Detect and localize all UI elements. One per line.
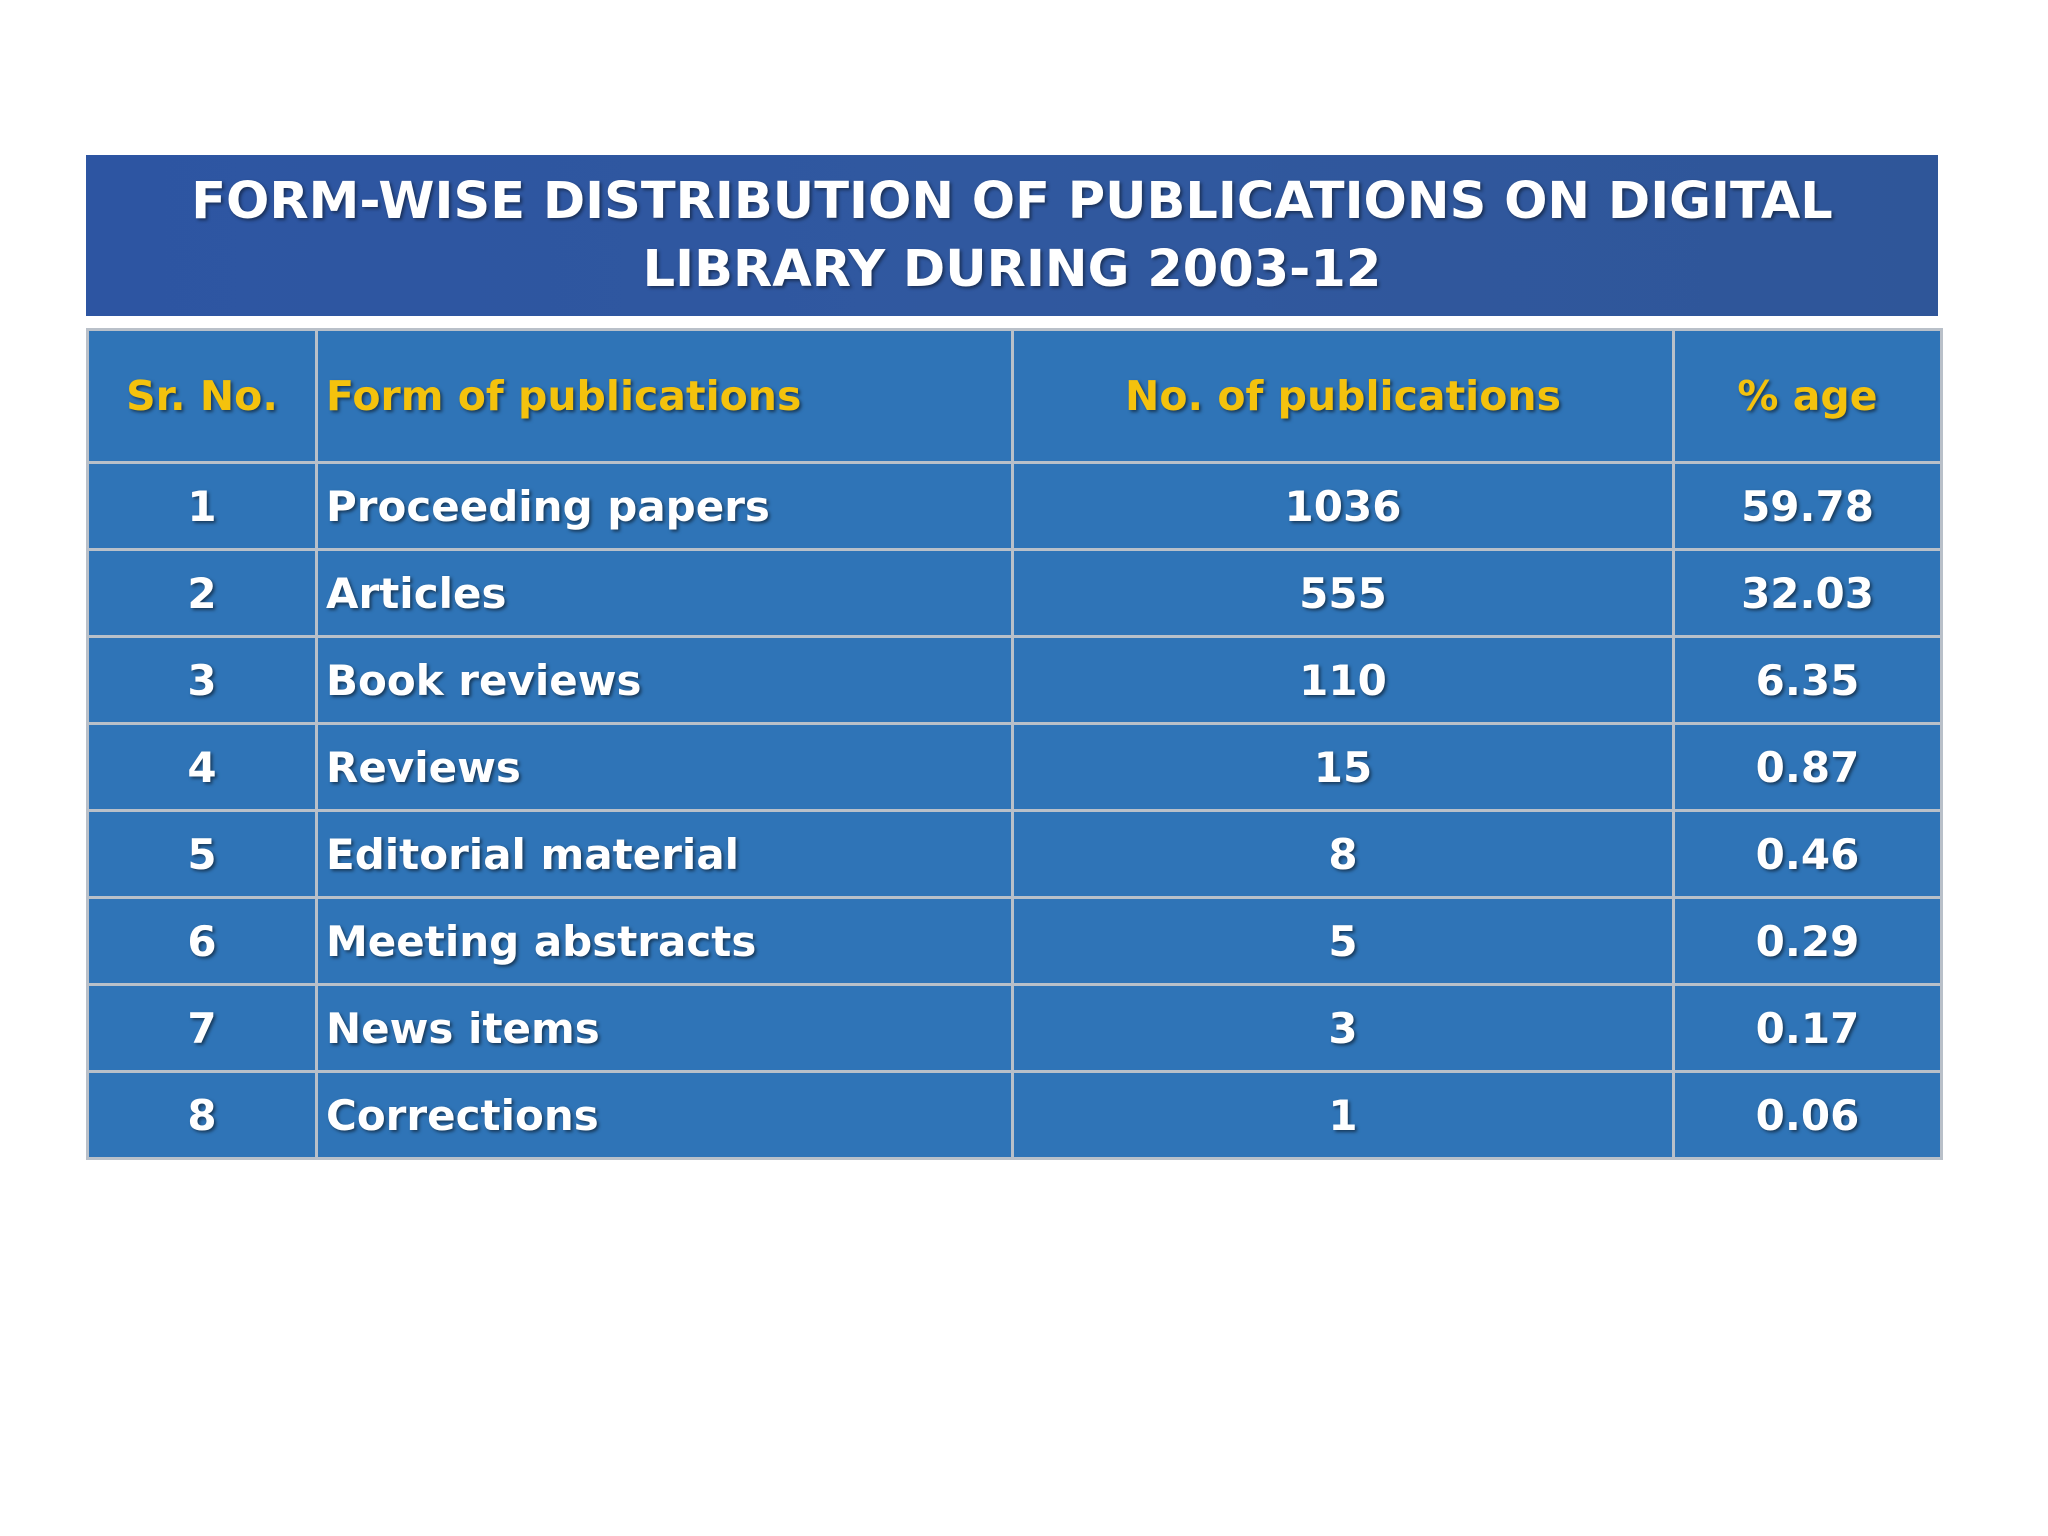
cell-percentage: 0.87 <box>1672 722 1943 812</box>
title-banner: FORM-WISE DISTRIBUTION OF PUBLICATIONS O… <box>86 155 1938 316</box>
table-row: 1 Proceeding papers 1036 59.78 <box>86 461 1943 551</box>
table-header-row: Sr. No. Form of publications No. of publ… <box>86 328 1943 464</box>
cell-form: Articles <box>315 548 1014 638</box>
table-row: 2 Articles 555 32.03 <box>86 548 1943 638</box>
cell-sr-no: 1 <box>86 461 318 551</box>
table-row: 5 Editorial material 8 0.46 <box>86 809 1943 899</box>
table-row: 4 Reviews 15 0.87 <box>86 722 1943 812</box>
cell-percentage: 0.29 <box>1672 896 1943 986</box>
cell-form: Corrections <box>315 1070 1014 1160</box>
cell-sr-no: 3 <box>86 635 318 725</box>
cell-count: 1 <box>1011 1070 1675 1160</box>
table-row: 7 News items 3 0.17 <box>86 983 1943 1073</box>
cell-form: Editorial material <box>315 809 1014 899</box>
cell-percentage: 6.35 <box>1672 635 1943 725</box>
header-sr-no: Sr. No. <box>86 328 318 464</box>
header-no-of-publications: No. of publications <box>1011 328 1675 464</box>
header-percentage: % age <box>1672 328 1943 464</box>
table-row: 8 Corrections 1 0.06 <box>86 1070 1943 1160</box>
cell-percentage: 32.03 <box>1672 548 1943 638</box>
cell-count: 8 <box>1011 809 1675 899</box>
cell-percentage: 0.17 <box>1672 983 1943 1073</box>
cell-sr-no: 7 <box>86 983 318 1073</box>
cell-sr-no: 4 <box>86 722 318 812</box>
cell-percentage: 0.46 <box>1672 809 1943 899</box>
cell-count: 15 <box>1011 722 1675 812</box>
cell-form: Book reviews <box>315 635 1014 725</box>
cell-count: 110 <box>1011 635 1675 725</box>
publications-table: Sr. No. Form of publications No. of publ… <box>86 328 1943 1160</box>
cell-percentage: 0.06 <box>1672 1070 1943 1160</box>
table-row: 6 Meeting abstracts 5 0.29 <box>86 896 1943 986</box>
cell-count: 5 <box>1011 896 1675 986</box>
cell-count: 1036 <box>1011 461 1675 551</box>
cell-form: Meeting abstracts <box>315 896 1014 986</box>
cell-sr-no: 5 <box>86 809 318 899</box>
cell-count: 3 <box>1011 983 1675 1073</box>
cell-form: News items <box>315 983 1014 1073</box>
table-row: 3 Book reviews 110 6.35 <box>86 635 1943 725</box>
cell-form: Reviews <box>315 722 1014 812</box>
cell-form: Proceeding papers <box>315 461 1014 551</box>
cell-percentage: 59.78 <box>1672 461 1943 551</box>
header-form-of-publications: Form of publications <box>315 328 1014 464</box>
cell-sr-no: 6 <box>86 896 318 986</box>
page-title: FORM-WISE DISTRIBUTION OF PUBLICATIONS O… <box>191 171 1833 299</box>
cell-count: 555 <box>1011 548 1675 638</box>
cell-sr-no: 2 <box>86 548 318 638</box>
cell-sr-no: 8 <box>86 1070 318 1160</box>
